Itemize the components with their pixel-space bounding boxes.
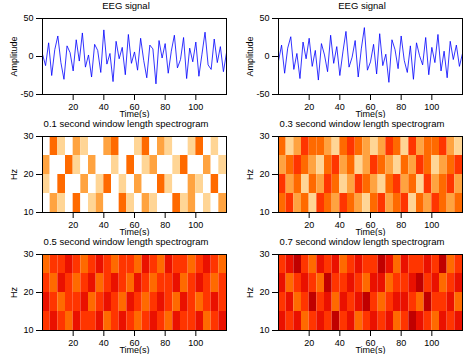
svg-text:20: 20 bbox=[304, 338, 314, 348]
svg-text:80: 80 bbox=[396, 220, 406, 230]
html-text:EEG signal: EEG signal bbox=[338, 0, 386, 11]
svg-text:-50: -50 bbox=[256, 89, 269, 99]
svg-text:20: 20 bbox=[259, 169, 269, 179]
svg-text:20: 20 bbox=[68, 102, 78, 112]
svg-text:100: 100 bbox=[188, 338, 203, 348]
svg-text:30: 30 bbox=[23, 132, 33, 141]
svg-text:80: 80 bbox=[160, 102, 170, 112]
html-text:0.3 second window length spect: 0.3 second window length spectrogram bbox=[279, 118, 445, 129]
html-text:0.5 second window length spect: 0.5 second window length spectrogram bbox=[43, 236, 209, 247]
svg-text:40: 40 bbox=[99, 338, 109, 348]
svg-text:20: 20 bbox=[68, 338, 78, 348]
svg-text:20: 20 bbox=[304, 102, 314, 112]
svg-text:40: 40 bbox=[335, 220, 345, 230]
svg-text:80: 80 bbox=[160, 220, 170, 230]
svg-text:0: 0 bbox=[264, 51, 269, 61]
svg-text:100: 100 bbox=[424, 338, 439, 348]
svg-text:40: 40 bbox=[335, 102, 345, 112]
svg-text:100: 100 bbox=[424, 220, 439, 230]
svg-text:20: 20 bbox=[304, 220, 314, 230]
svg-text:Hz: Hz bbox=[245, 169, 255, 180]
html-text:0.7 second window length spect: 0.7 second window length spectrogram bbox=[279, 236, 445, 247]
svg-text:Time(s): Time(s) bbox=[355, 227, 385, 237]
svg-text:10: 10 bbox=[259, 325, 269, 335]
svg-text:20: 20 bbox=[259, 287, 269, 297]
svg-text:60: 60 bbox=[365, 219, 376, 230]
svg-text:Amplitude: Amplitude bbox=[9, 36, 19, 76]
svg-text:30: 30 bbox=[259, 250, 269, 259]
svg-text:Hz: Hz bbox=[9, 287, 19, 298]
svg-text:Time(s): Time(s) bbox=[119, 345, 149, 355]
svg-text:20: 20 bbox=[23, 169, 33, 179]
svg-text:40: 40 bbox=[99, 102, 109, 112]
html-text:EEG signal: EEG signal bbox=[102, 0, 150, 11]
svg-text:10: 10 bbox=[259, 207, 269, 217]
svg-text:60: 60 bbox=[129, 337, 140, 348]
svg-text:30: 30 bbox=[23, 250, 33, 259]
svg-text:60: 60 bbox=[129, 219, 140, 230]
svg-text:10: 10 bbox=[23, 207, 33, 217]
svg-text:Time(s): Time(s) bbox=[355, 109, 385, 119]
svg-text:Time(s): Time(s) bbox=[355, 345, 385, 355]
svg-text:Hz: Hz bbox=[245, 287, 255, 298]
svg-text:20: 20 bbox=[23, 287, 33, 297]
svg-text:20: 20 bbox=[68, 220, 78, 230]
svg-text:60: 60 bbox=[365, 101, 376, 112]
svg-text:Time(s): Time(s) bbox=[119, 109, 149, 119]
svg-text:40: 40 bbox=[99, 220, 109, 230]
svg-text:100: 100 bbox=[424, 102, 439, 112]
svg-text:50: 50 bbox=[259, 14, 269, 23]
svg-text:Hz: Hz bbox=[9, 169, 19, 180]
svg-text:Time(s): Time(s) bbox=[119, 227, 149, 237]
svg-text:80: 80 bbox=[396, 102, 406, 112]
html-text:0.1 second window length spect: 0.1 second window length spectrogram bbox=[43, 118, 209, 129]
svg-text:-50: -50 bbox=[20, 89, 33, 99]
svg-text:80: 80 bbox=[396, 338, 406, 348]
svg-text:0: 0 bbox=[28, 51, 33, 61]
svg-text:Amplitude: Amplitude bbox=[245, 36, 255, 76]
svg-text:60: 60 bbox=[365, 337, 376, 348]
svg-text:40: 40 bbox=[335, 338, 345, 348]
svg-text:100: 100 bbox=[188, 102, 203, 112]
svg-text:50: 50 bbox=[23, 14, 33, 23]
svg-text:100: 100 bbox=[188, 220, 203, 230]
svg-text:80: 80 bbox=[160, 338, 170, 348]
svg-text:30: 30 bbox=[259, 132, 269, 141]
svg-text:10: 10 bbox=[23, 325, 33, 335]
svg-text:60: 60 bbox=[129, 101, 140, 112]
